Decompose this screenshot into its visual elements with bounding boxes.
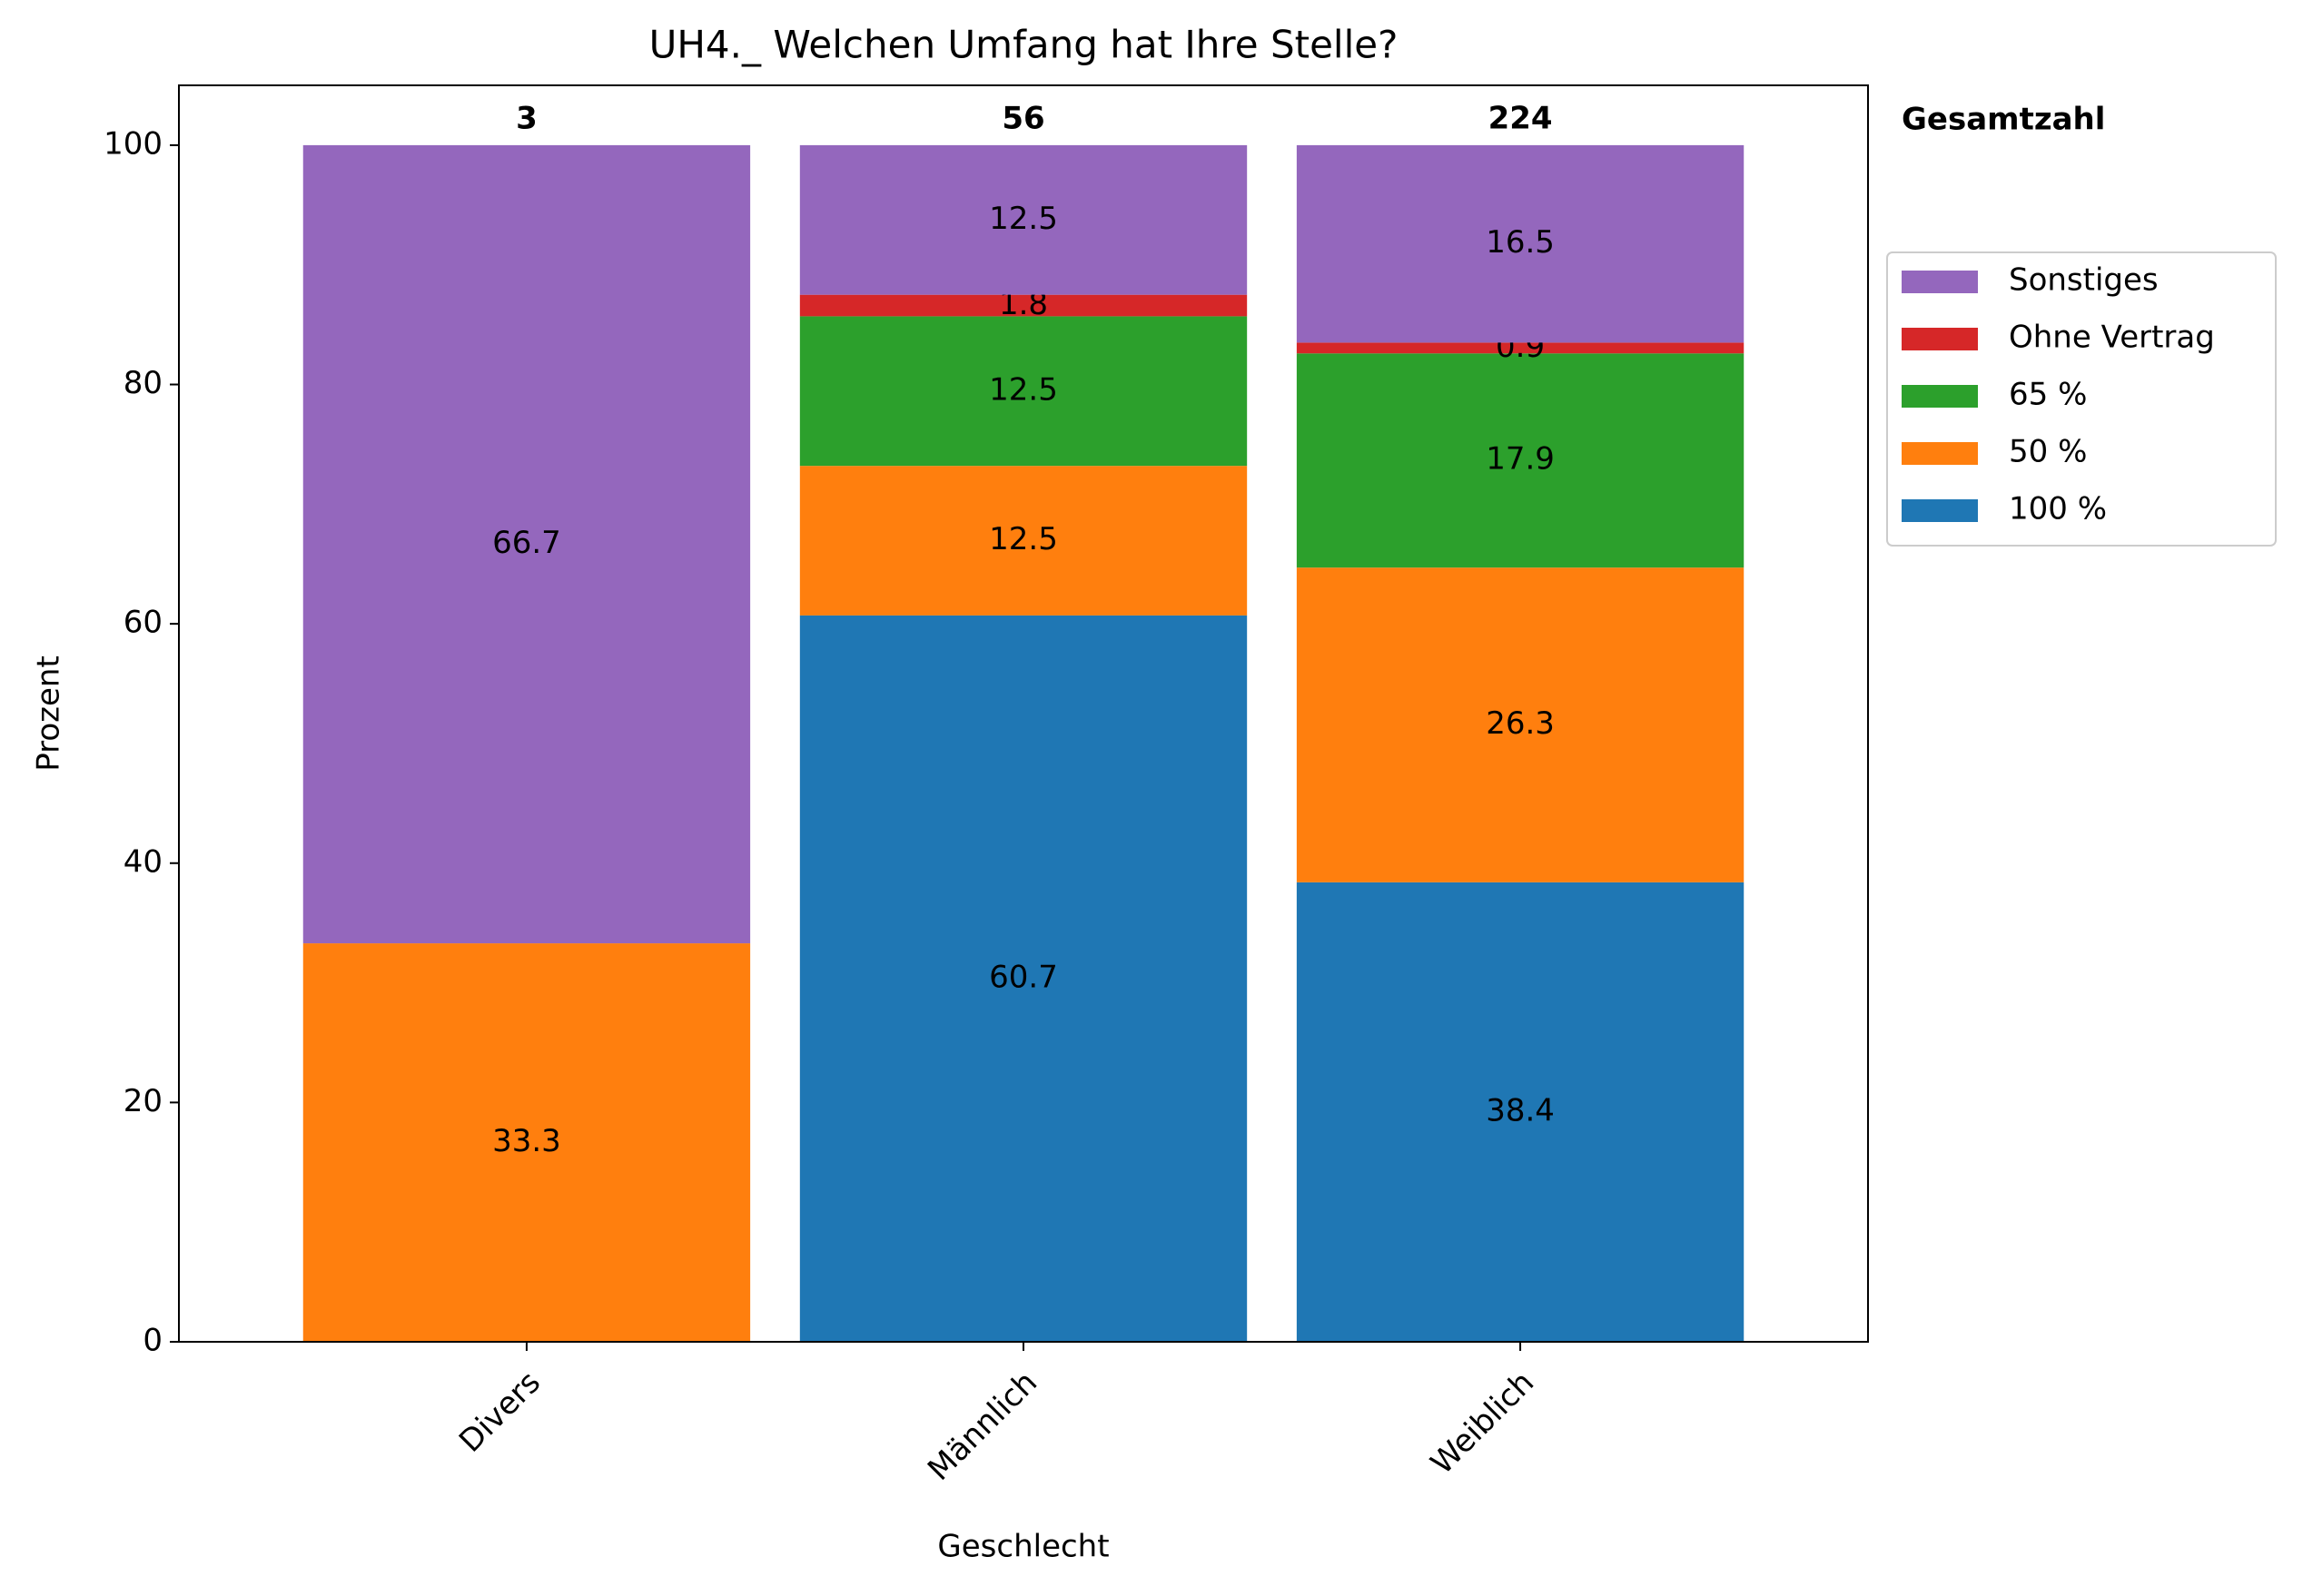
data-label: 12.5 (989, 521, 1058, 557)
y-tick-label: 40 (124, 843, 163, 880)
x-axis-label: Geschlecht (937, 1529, 1109, 1565)
legend-label: Ohne Vertrag (2009, 320, 2215, 356)
y-tick-label: 20 (124, 1083, 163, 1119)
totals-title: Gesamtzahl (1902, 102, 2105, 138)
data-label: 16.5 (1486, 224, 1555, 261)
total-label: 224 (1488, 100, 1553, 136)
chart-title: UH4._ Welchen Umfang hat Ihre Stelle? (649, 23, 1399, 67)
legend-swatch (1902, 271, 1978, 293)
bar-segment (302, 943, 751, 1342)
bar-segment (799, 316, 1248, 467)
bar-segment (1296, 567, 1745, 882)
bar-segment (799, 294, 1248, 317)
legend-swatch (1902, 442, 1978, 465)
total-label: 3 (516, 100, 538, 136)
data-label: 26.3 (1486, 705, 1555, 742)
y-axis-label: Prozent (31, 655, 67, 772)
legend-label: 65 % (2009, 377, 2087, 413)
y-tick-label: 80 (124, 365, 163, 401)
bar-segment (799, 144, 1248, 295)
bar-segment (1296, 144, 1745, 343)
total-label: 56 (1002, 100, 1044, 136)
bar-segment (1296, 882, 1745, 1342)
legend-label: Sonstiges (2009, 262, 2159, 299)
data-label: 33.3 (492, 1123, 561, 1159)
data-label: 38.4 (1486, 1092, 1555, 1128)
data-label: 12.5 (989, 201, 1058, 237)
legend-swatch (1902, 385, 1978, 408)
plot-frame (178, 84, 1869, 1343)
legend-label: 100 % (2009, 491, 2107, 527)
y-tick-label: 0 (143, 1323, 163, 1359)
data-label: 60.7 (989, 959, 1058, 995)
bar-segment (1296, 342, 1745, 354)
data-label: 12.5 (989, 371, 1058, 408)
legend-swatch (1902, 499, 1978, 522)
bar-segment (799, 615, 1248, 1342)
y-tick-label: 60 (124, 605, 163, 641)
y-tick-label: 100 (104, 125, 163, 162)
bar-segment (302, 144, 751, 944)
data-label: 66.7 (492, 525, 561, 561)
bar-segment (1296, 353, 1745, 568)
data-label: 17.9 (1486, 441, 1555, 478)
legend-label: 50 % (2009, 434, 2087, 470)
legend-box (1886, 251, 2277, 547)
legend-swatch (1902, 328, 1978, 350)
bar-segment (799, 466, 1248, 616)
